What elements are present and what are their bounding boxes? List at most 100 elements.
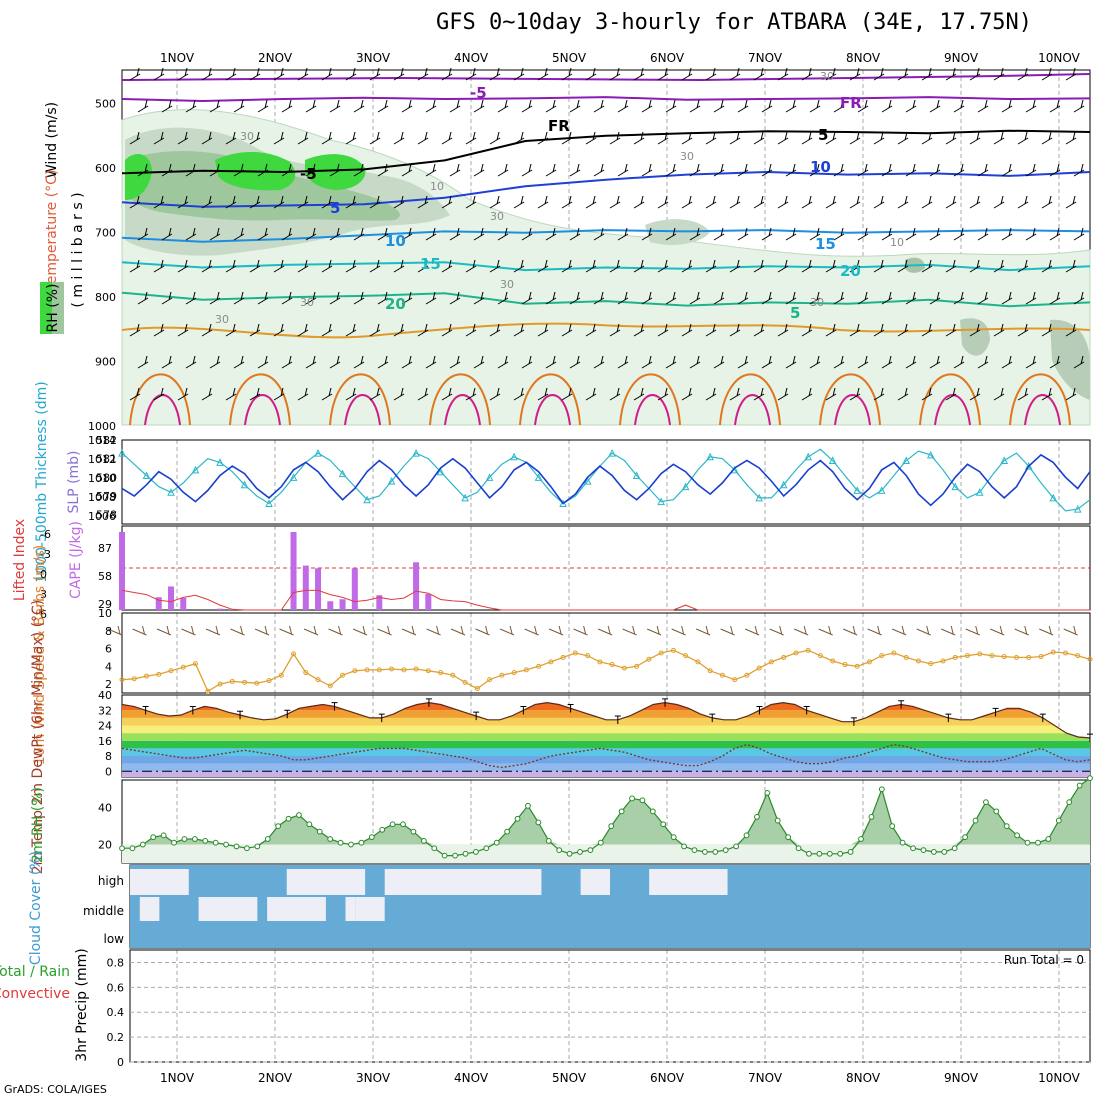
wind-barb bbox=[873, 67, 885, 81]
wind-barb bbox=[185, 99, 197, 113]
wind-barb bbox=[377, 355, 389, 369]
wind-barb bbox=[1017, 387, 1029, 401]
wind-barb bbox=[801, 131, 813, 145]
wind-barb bbox=[953, 227, 965, 241]
wind-barb-10m-32 bbox=[499, 625, 515, 636]
cape-bar-8 bbox=[217, 608, 224, 610]
wind-barb bbox=[681, 259, 693, 273]
y-tick-cape-58: 58 bbox=[98, 570, 112, 583]
wind-barb bbox=[593, 291, 605, 305]
wind-barb bbox=[177, 131, 189, 145]
wind-barb bbox=[881, 99, 893, 113]
wind-barb bbox=[393, 195, 405, 209]
rh-base-fill bbox=[122, 844, 1090, 863]
x-tick-bottom-2NOV: 2NOV bbox=[258, 1071, 293, 1085]
wind-barb bbox=[465, 387, 477, 401]
wind-barb bbox=[921, 67, 933, 81]
slp-point-24 bbox=[412, 448, 420, 457]
rh-point-75 bbox=[899, 839, 906, 846]
y-tick-wind-4: 4 bbox=[105, 660, 112, 673]
wind-barb bbox=[281, 291, 293, 305]
cloud-high-block-0 bbox=[130, 869, 189, 895]
rh-point-22 bbox=[348, 841, 354, 848]
wind-barb bbox=[857, 163, 869, 177]
wind-barb bbox=[329, 291, 341, 305]
wind-barb bbox=[921, 195, 933, 209]
wind-barb bbox=[761, 163, 773, 177]
wind-barb bbox=[665, 291, 677, 305]
wind-barb bbox=[465, 195, 477, 209]
wind-barb bbox=[849, 67, 861, 81]
wind-barb bbox=[305, 355, 317, 369]
wind-barb bbox=[657, 195, 669, 209]
wind-barb bbox=[537, 323, 549, 337]
wind-barb bbox=[209, 227, 221, 241]
rh-point-30 bbox=[431, 845, 438, 852]
wind-barb bbox=[1049, 291, 1061, 305]
minmax-marker-70 bbox=[945, 713, 952, 723]
isotherm-2 bbox=[121, 170, 1091, 208]
cape-bar-18 bbox=[339, 599, 346, 610]
wind-barb bbox=[561, 259, 573, 273]
wind-barb bbox=[569, 99, 581, 113]
wind-barb bbox=[201, 387, 213, 401]
minmax-marker-42 bbox=[614, 715, 621, 724]
wind-barb bbox=[977, 355, 989, 369]
wind-speed-point-11 bbox=[254, 680, 260, 686]
wind-barb bbox=[345, 67, 357, 81]
contour-orange-3 bbox=[429, 373, 491, 426]
rh-point-84 bbox=[993, 808, 1000, 815]
isotherm-label-1: FR bbox=[840, 94, 862, 112]
rh-point-78 bbox=[930, 849, 937, 855]
rh-point-6 bbox=[181, 836, 188, 842]
cape-bar-21 bbox=[376, 595, 383, 610]
wind-barb bbox=[297, 67, 309, 81]
wind-barb bbox=[393, 323, 405, 337]
wind-barb-10m-20 bbox=[352, 625, 368, 636]
rh-point-37 bbox=[504, 828, 511, 835]
wind-barb bbox=[897, 387, 909, 401]
wind-barb bbox=[1065, 131, 1077, 145]
wind-barb-10m-8 bbox=[205, 625, 221, 636]
wind-barb bbox=[257, 355, 269, 369]
wind-barb bbox=[321, 195, 333, 209]
wind-barb bbox=[921, 131, 933, 145]
wind-barb-10m-0 bbox=[107, 625, 123, 636]
wind-speed-point-25 bbox=[425, 668, 431, 674]
wind-barb bbox=[593, 163, 605, 177]
rh-point-27 bbox=[400, 821, 406, 828]
wind-barb bbox=[369, 195, 381, 209]
rh-point-80 bbox=[951, 845, 958, 852]
y-tick-temp-16: 16 bbox=[98, 735, 112, 748]
wind-speed-point-37 bbox=[572, 650, 578, 656]
isotherm-5 bbox=[121, 291, 1091, 308]
wind-barb bbox=[585, 131, 597, 145]
wind-barb bbox=[665, 227, 677, 241]
cape-bar-17 bbox=[327, 601, 334, 610]
wind-speed-point-31 bbox=[499, 672, 505, 678]
rh-point-47 bbox=[608, 823, 615, 830]
rh-point-60 bbox=[743, 832, 750, 839]
wind-barb bbox=[1065, 259, 1077, 273]
slp-point-6 bbox=[191, 465, 200, 474]
wind-barb bbox=[609, 387, 621, 401]
cape-bar-24 bbox=[413, 562, 420, 610]
wind-barb bbox=[993, 323, 1005, 337]
contour-orange-9 bbox=[1009, 373, 1071, 426]
wind-barb bbox=[753, 259, 765, 273]
x-tick-top-10NOV: 10NOV bbox=[1038, 51, 1080, 65]
wind-barb bbox=[929, 163, 941, 177]
temp-band-6 bbox=[122, 725, 1090, 734]
y-tick-temp-8: 8 bbox=[105, 750, 112, 763]
rh-point-58 bbox=[722, 847, 729, 853]
wind-barb bbox=[857, 99, 869, 113]
wind-barb bbox=[777, 323, 789, 337]
y-tick-wind-2: 2 bbox=[105, 678, 112, 691]
wind-speed-point-27 bbox=[450, 672, 456, 678]
wind-barb bbox=[353, 355, 365, 369]
slp-point-4 bbox=[167, 488, 175, 496]
panel-frame-wind bbox=[121, 612, 1091, 694]
wind-barb bbox=[1025, 227, 1037, 241]
wind-barb bbox=[977, 99, 989, 113]
